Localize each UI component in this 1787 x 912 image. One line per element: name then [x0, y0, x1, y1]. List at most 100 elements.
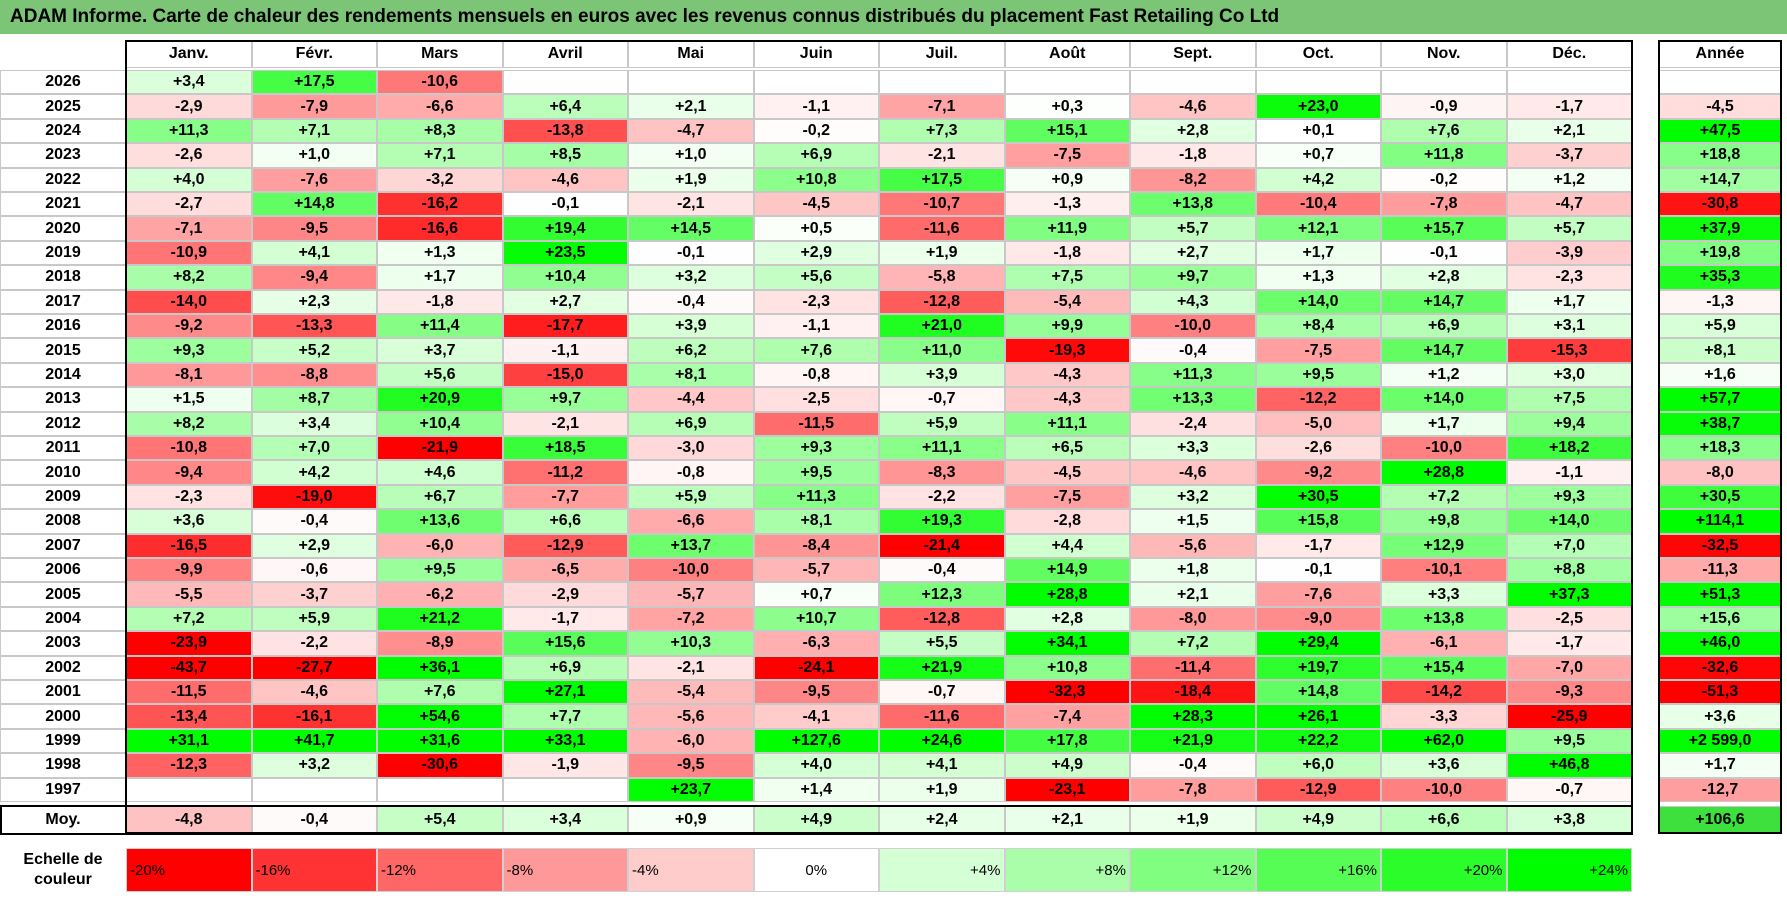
heatmap-cell: -0,4	[1130, 753, 1256, 778]
heatmap-cell: +8,1	[628, 362, 754, 388]
heatmap-cell: +17,5	[879, 167, 1005, 192]
heatmap-cell: +24,6	[879, 728, 1005, 754]
row-year-label: 2012	[0, 411, 126, 436]
heatmap-cell: +7,7	[502, 704, 628, 729]
heatmap-cell: +23,7	[628, 777, 754, 802]
heatmap-cell: -4,5	[1004, 460, 1130, 485]
heatmap-cell: +6,9	[628, 411, 754, 436]
heatmap-cell: +1,4	[753, 777, 879, 802]
heatmap-cell: +7,2	[1381, 484, 1507, 510]
heatmap-cell: -13,4	[126, 704, 252, 729]
heatmap-cell: +0,9	[1004, 167, 1130, 192]
heatmap-cell: -32,3	[1004, 680, 1130, 705]
heatmap-cell: -6,3	[753, 631, 879, 656]
heatmap-cell: -2,8	[1004, 509, 1130, 534]
heatmap-cell: +3,7	[377, 338, 503, 363]
average-row-label: Moy.	[0, 806, 126, 834]
heatmap-cell: +7,0	[1506, 533, 1632, 558]
heatmap-cell: -2,6	[126, 143, 252, 168]
heatmap-cell: -19,3	[1004, 338, 1130, 363]
row-year-label: 2005	[0, 582, 126, 607]
average-cell: -4,8	[126, 806, 252, 834]
heatmap-cell: -8,9	[377, 631, 503, 656]
heatmap-cell: +11,8	[1381, 143, 1507, 168]
scale-swatch-label: +20%	[1463, 861, 1503, 879]
heatmap-cell: +4,1	[879, 753, 1005, 778]
heatmap-cell: +14,0	[1381, 387, 1507, 412]
heatmap-cell: -3,7	[251, 582, 377, 607]
heatmap-cell: +10,7	[753, 606, 879, 632]
heatmap-cell: +1,7	[1506, 289, 1632, 314]
heatmap-grid: Janv. Févr. Mars Avril Mai Juin Juil. Août Sept.…	[0, 40, 1787, 912]
heatmap-cell	[1004, 70, 1130, 95]
heatmap-cell: +8,1	[753, 509, 879, 534]
heatmap-cell: +5,6	[753, 265, 879, 290]
heatmap-cell: +23,0	[1255, 94, 1381, 119]
heatmap-cell: -4,5	[753, 192, 879, 217]
scale-swatch: +24%	[1506, 848, 1632, 892]
heatmap-cell: -12,9	[1255, 777, 1381, 802]
heatmap-cell: -0,2	[1381, 167, 1507, 192]
heatmap-cell: -7,5	[1004, 143, 1130, 168]
annual-cell: +5,9	[1659, 314, 1781, 339]
heatmap-cell: -7,9	[251, 94, 377, 119]
heatmap-cell: -0,8	[753, 362, 879, 388]
heatmap-cell: +3,6	[1381, 753, 1507, 778]
heatmap-cell	[1255, 70, 1381, 95]
heatmap-cell: -0,9	[1381, 94, 1507, 119]
annual-cell: +15,6	[1659, 606, 1781, 632]
heatmap-cell: +3,9	[628, 314, 754, 339]
annual-cell: +114,1	[1659, 509, 1781, 534]
column-header-11: Déc.	[1506, 40, 1632, 68]
heatmap-cell: -9,4	[126, 460, 252, 485]
row-year-label: 2008	[0, 509, 126, 534]
row-year-label: 2024	[0, 118, 126, 144]
heatmap-cell: +3,1	[1506, 314, 1632, 339]
heatmap-cell: +9,9	[1004, 314, 1130, 339]
heatmap-cell: -7,6	[1255, 582, 1381, 607]
heatmap-cell: +2,1	[1130, 582, 1256, 607]
heatmap-cell	[879, 70, 1005, 95]
heatmap-cell: -10,0	[1381, 777, 1507, 802]
heatmap-cell: +4,2	[251, 460, 377, 485]
heatmap-cell: +11,1	[1004, 411, 1130, 436]
heatmap-cell: +6,2	[628, 338, 754, 363]
heatmap-cell: +15,4	[1381, 655, 1507, 680]
heatmap-cell: +19,3	[879, 509, 1005, 534]
heatmap-cell: -10,7	[879, 192, 1005, 217]
heatmap-cell: +5,7	[1506, 216, 1632, 241]
heatmap-cell: +1,7	[377, 265, 503, 290]
heatmap-cell: +21,9	[879, 655, 1005, 680]
heatmap-cell: +3,2	[1130, 484, 1256, 510]
heatmap-cell: -16,6	[377, 216, 503, 241]
heatmap-cell: -16,1	[251, 704, 377, 729]
heatmap-cell: +20,9	[377, 387, 503, 412]
heatmap-cell: +9,3	[126, 338, 252, 363]
heatmap-cell: +9,8	[1381, 509, 1507, 534]
annual-cell: +57,7	[1659, 387, 1781, 412]
heatmap-cell: +6,9	[1381, 314, 1507, 339]
heatmap-cell: -5,6	[1130, 533, 1256, 558]
heatmap-cell: -1,8	[377, 289, 503, 314]
row-year-label: 2009	[0, 484, 126, 510]
column-header-8: Sept.	[1130, 40, 1256, 68]
heatmap-cell: +17,5	[251, 70, 377, 95]
heatmap-cell: -5,5	[126, 582, 252, 607]
row-year-label: 2016	[0, 314, 126, 339]
heatmap-cell: -6,1	[1381, 631, 1507, 656]
heatmap-cell: -27,7	[251, 655, 377, 680]
heatmap-cell: -10,6	[377, 70, 503, 95]
heatmap-cell: -1,1	[1506, 460, 1632, 485]
annual-cell: +46,0	[1659, 631, 1781, 656]
annual-cell: -32,6	[1659, 655, 1781, 680]
heatmap-cell: +15,1	[1004, 118, 1130, 144]
heatmap-cell: +4,2	[1255, 167, 1381, 192]
heatmap-cell: +10,8	[753, 167, 879, 192]
heatmap-cell: -10,1	[1381, 558, 1507, 583]
heatmap-cell: +19,7	[1255, 655, 1381, 680]
average-cell: -0,4	[251, 806, 377, 834]
heatmap-cell: +2,8	[1130, 118, 1256, 144]
scale-swatch-label: +4%	[970, 861, 1001, 879]
heatmap-cell: +28,8	[1004, 582, 1130, 607]
heatmap-cell: -2,1	[628, 655, 754, 680]
